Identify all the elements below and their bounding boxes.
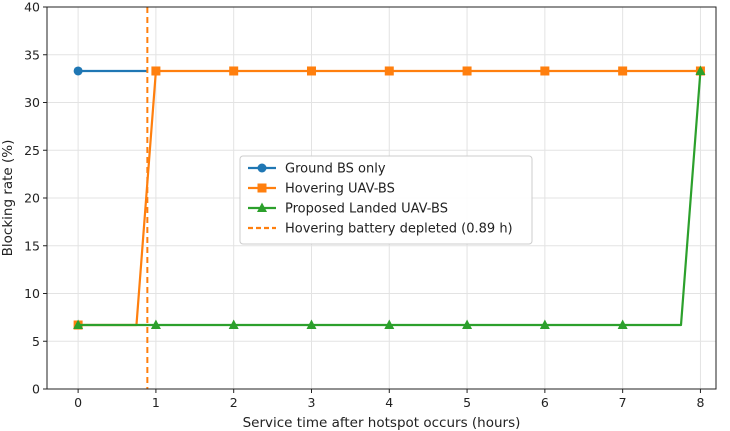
data-point [73, 319, 84, 330]
data-point [617, 319, 628, 330]
x-axis-title: Service time after hotspot occurs (hours… [243, 415, 521, 431]
y-tick-label: 25 [24, 143, 40, 158]
x-tick-label: 4 [385, 395, 393, 410]
series-line [78, 69, 701, 327]
data-point [306, 66, 316, 76]
legend-label: Hovering UAV-BS [285, 182, 395, 197]
series [73, 65, 706, 330]
data-point [462, 66, 472, 76]
data-point [384, 66, 394, 76]
y-tick-label: 35 [24, 47, 40, 62]
x-axis-ticks: 0 1 2 3 4 5 6 7 8 [74, 389, 704, 410]
x-tick-label: 7 [619, 395, 627, 410]
legend-label: Hovering battery depleted (0.89 h) [285, 222, 513, 237]
data-point [306, 319, 317, 330]
x-tick-label: 8 [696, 395, 704, 410]
data-point [618, 66, 628, 76]
legend-item: Hovering UAV-BS [248, 182, 395, 197]
y-tick-label: 20 [24, 191, 40, 206]
y-axis-title: Blocking rate (%) [0, 140, 16, 257]
y-tick-label: 15 [24, 238, 40, 253]
y-axis-ticks: 0 5 10 15 20 25 30 35 40 [24, 0, 47, 397]
series-line [78, 70, 702, 327]
plot-frame [46, 6, 717, 390]
legend-marker [257, 202, 267, 212]
legend-item: Hovering battery depleted (0.89 h) [248, 222, 513, 237]
y-tick-label: 10 [24, 286, 40, 301]
legend-marker [257, 163, 267, 173]
legend-box [239, 155, 533, 245]
y-tick-label: 30 [24, 95, 40, 110]
legend-label: Ground BS only [285, 162, 386, 177]
data-point [151, 66, 161, 76]
data-point [73, 66, 83, 76]
legend-item: Proposed Landed UAV-BS [248, 202, 448, 217]
y-tick-label: 40 [24, 0, 40, 15]
series-0 [73, 66, 148, 76]
data-point [539, 319, 550, 330]
data-point [540, 66, 550, 76]
data-point [384, 319, 395, 330]
data-point [462, 319, 473, 330]
y-tick-label: 5 [32, 334, 40, 349]
y-tick-label: 0 [32, 382, 40, 397]
legend-marker [257, 183, 267, 193]
series-2 [73, 65, 706, 330]
data-point [150, 319, 161, 330]
data-point [695, 65, 706, 75]
data-point [228, 319, 239, 330]
legend: Ground BS only Hovering UAV-BS Proposed La… [239, 155, 533, 245]
data-point [229, 66, 239, 76]
x-tick-label: 3 [308, 395, 316, 410]
x-tick-label: 6 [541, 395, 549, 410]
x-tick-label: 0 [74, 395, 82, 410]
x-tick-label: 1 [152, 395, 160, 410]
legend-item: Ground BS only [248, 162, 386, 177]
x-tick-label: 5 [463, 395, 471, 410]
x-tick-label: 2 [230, 395, 238, 410]
legend-label: Proposed Landed UAV-BS [285, 202, 448, 217]
